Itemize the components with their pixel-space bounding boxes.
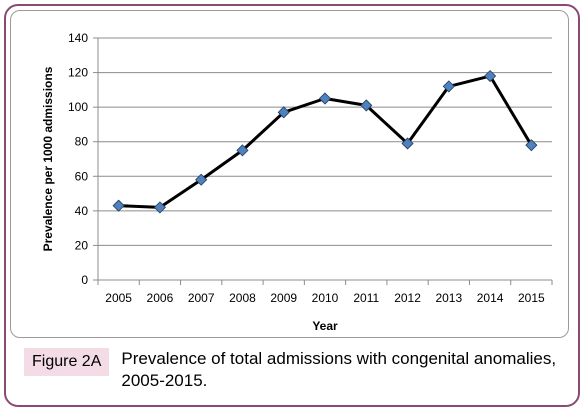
x-tick-label: 2006 <box>147 291 174 305</box>
y-tick-label: 20 <box>75 238 89 252</box>
data-point-marker <box>195 173 208 186</box>
data-point-marker <box>401 137 414 150</box>
x-tick-label: 2011 <box>353 291 379 305</box>
x-tick-label: 2014 <box>477 291 504 305</box>
chart-container <box>10 10 569 338</box>
x-tick-label: 2008 <box>229 291 256 305</box>
x-tick-label: 2005 <box>105 291 132 305</box>
y-tick-label: 0 <box>81 273 88 287</box>
x-axis-ticks: 2005 2006 2007 2008 2009 2010 2011 2012 2013 2014… <box>97 280 553 305</box>
y-tick-label: 40 <box>75 204 89 218</box>
data-point-marker <box>112 199 125 212</box>
data-point-marker <box>153 201 166 214</box>
data-point-marker <box>318 92 332 105</box>
x-tick-label: 2009 <box>270 291 297 305</box>
x-axis-title: Year <box>312 319 338 333</box>
figure-caption-text: Prevalence of total admissions with cong… <box>121 349 557 390</box>
y-tick-label: 80 <box>75 135 89 149</box>
x-tick-label: 2007 <box>188 291 215 305</box>
x-tick-label: 2015 <box>518 291 545 305</box>
data-point-marker <box>277 106 290 119</box>
x-tick-label: 2010 <box>312 291 339 305</box>
data-point-marker <box>236 144 249 157</box>
y-tick-label: 120 <box>68 66 88 80</box>
figure-label: Figure 2A <box>24 348 110 376</box>
figure-caption: Figure 2A Prevalence of total admissions… <box>24 348 564 392</box>
data-point-marker <box>525 139 538 152</box>
series-group <box>112 69 538 214</box>
gridlines <box>98 37 552 246</box>
y-tick-label: 140 <box>68 31 88 45</box>
x-tick-label: 2012 <box>394 291 421 305</box>
y-tick-label: 60 <box>75 169 89 183</box>
y-axis-title: Prevalence per 1000 admissions <box>41 66 55 251</box>
y-axis-ticks: 0 20 40 60 80 100 120 140 <box>68 31 98 287</box>
data-point-marker <box>360 99 373 112</box>
data-point-marker <box>442 80 455 93</box>
data-point-marker <box>484 69 497 83</box>
x-tick-label: 2013 <box>435 291 462 305</box>
y-tick-label: 100 <box>68 100 88 114</box>
